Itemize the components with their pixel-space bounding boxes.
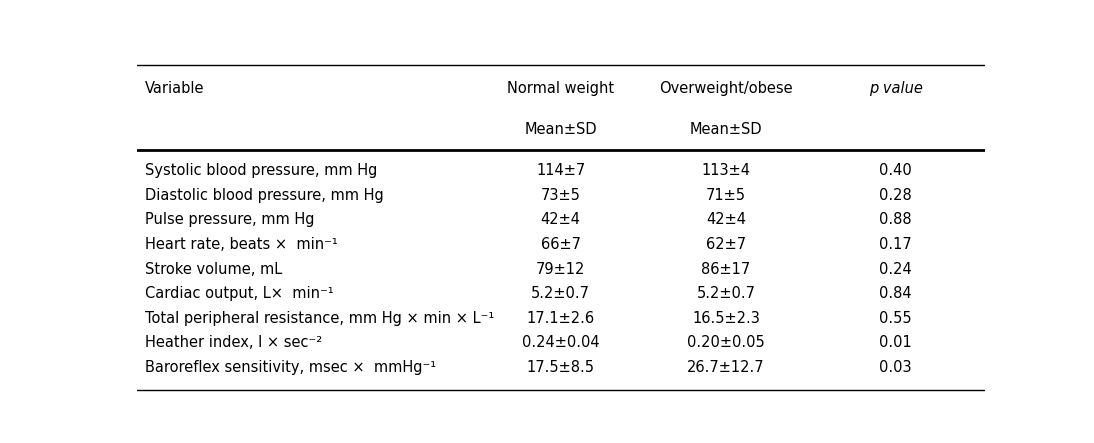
Text: 0.84: 0.84	[880, 286, 912, 301]
Text: 0.01: 0.01	[880, 335, 912, 350]
Text: Diastolic blood pressure, mm Hg: Diastolic blood pressure, mm Hg	[146, 188, 384, 203]
Text: 0.24: 0.24	[880, 261, 912, 276]
Text: 42±4: 42±4	[706, 213, 746, 227]
Text: 16.5±2.3: 16.5±2.3	[693, 311, 760, 326]
Text: Pulse pressure, mm Hg: Pulse pressure, mm Hg	[146, 213, 315, 227]
Text: 62±7: 62±7	[706, 237, 746, 252]
Text: 71±5: 71±5	[706, 188, 746, 203]
Text: 114±7: 114±7	[536, 163, 585, 179]
Text: 73±5: 73±5	[540, 188, 581, 203]
Text: Variable: Variable	[146, 82, 205, 97]
Text: 79±12: 79±12	[536, 261, 585, 276]
Text: Systolic blood pressure, mm Hg: Systolic blood pressure, mm Hg	[146, 163, 377, 179]
Text: 0.88: 0.88	[880, 213, 912, 227]
Text: 42±4: 42±4	[540, 213, 581, 227]
Text: 0.55: 0.55	[880, 311, 912, 326]
Text: 0.03: 0.03	[880, 360, 912, 375]
Text: Total peripheral resistance, mm Hg × min × L⁻¹: Total peripheral resistance, mm Hg × min…	[146, 311, 494, 326]
Text: 5.2±0.7: 5.2±0.7	[532, 286, 590, 301]
Text: Heather index, l × sec⁻²: Heather index, l × sec⁻²	[146, 335, 323, 350]
Text: Heart rate, beats ×  min⁻¹: Heart rate, beats × min⁻¹	[146, 237, 338, 252]
Text: Mean±SD: Mean±SD	[689, 122, 763, 137]
Text: 86±17: 86±17	[701, 261, 750, 276]
Text: 26.7±12.7: 26.7±12.7	[687, 360, 765, 375]
Text: 0.24±0.04: 0.24±0.04	[522, 335, 600, 350]
Text: 17.1±2.6: 17.1±2.6	[526, 311, 595, 326]
Text: 5.2±0.7: 5.2±0.7	[697, 286, 756, 301]
Text: p value: p value	[869, 82, 922, 97]
Text: Baroreflex sensitivity, msec ×  mmHg⁻¹: Baroreflex sensitivity, msec × mmHg⁻¹	[146, 360, 437, 375]
Text: Cardiac output, L×  min⁻¹: Cardiac output, L× min⁻¹	[146, 286, 334, 301]
Text: Overweight/obese: Overweight/obese	[660, 82, 793, 97]
Text: 0.17: 0.17	[880, 237, 912, 252]
Text: 0.20±0.05: 0.20±0.05	[687, 335, 765, 350]
Text: 17.5±8.5: 17.5±8.5	[526, 360, 595, 375]
Text: Normal weight: Normal weight	[508, 82, 614, 97]
Text: 66±7: 66±7	[540, 237, 581, 252]
Text: Stroke volume, mL: Stroke volume, mL	[146, 261, 282, 276]
Text: 113±4: 113±4	[701, 163, 750, 179]
Text: 0.28: 0.28	[880, 188, 912, 203]
Text: 0.40: 0.40	[880, 163, 912, 179]
Text: Mean±SD: Mean±SD	[524, 122, 597, 137]
